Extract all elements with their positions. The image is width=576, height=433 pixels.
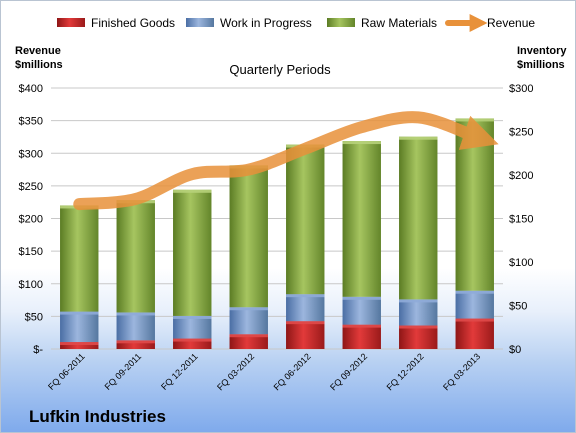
bar-raw-materials[interactable] — [455, 118, 494, 291]
bar-finished-goods[interactable] — [455, 318, 494, 349]
bar-cap-work-in-progress — [455, 290, 494, 294]
category-label: FQ 06-2011 — [46, 351, 87, 392]
left-tick-label: $400 — [19, 83, 43, 95]
bar-cap-work-in-progress — [173, 315, 212, 319]
bar-work-in-progress[interactable] — [455, 290, 494, 319]
left-axis-title-line1: Revenue — [15, 45, 61, 57]
legend-swatch-raw-materials — [327, 18, 355, 27]
category-label: FQ 12-2012 — [385, 351, 426, 392]
bar-finished-goods[interactable] — [399, 325, 438, 349]
bar-work-in-progress[interactable] — [342, 296, 381, 325]
legend-label-finished-goods: Finished Goods — [91, 16, 175, 30]
bar-cap-raw-materials — [399, 136, 438, 140]
bar-cap-raw-materials — [342, 141, 381, 145]
legend-swatch-finished-goods — [57, 18, 85, 27]
right-tick-label: $50 — [509, 301, 527, 313]
bar-finished-goods[interactable] — [286, 321, 325, 349]
left-tick-label: $250 — [19, 181, 43, 193]
bar-raw-materials[interactable] — [116, 200, 155, 313]
bar-finished-goods[interactable] — [116, 340, 155, 349]
category-labels: FQ 06-2011 FQ 09-2011 FQ 12-2011 FQ 03-2012… — [46, 351, 482, 392]
category-label: FQ 09-2011 — [103, 351, 144, 392]
bar-cap-finished-goods — [342, 324, 381, 328]
chart-title: Quarterly Periods — [229, 62, 331, 77]
left-tick-label: $100 — [19, 279, 43, 291]
right-tick-label: $0 — [509, 344, 521, 356]
bar-cap-raw-materials — [455, 118, 494, 122]
bar-cap-finished-goods — [116, 340, 155, 344]
bar-raw-materials[interactable] — [342, 141, 381, 297]
legend-label-revenue: Revenue — [487, 16, 535, 30]
legend-work-in-progress[interactable]: Work in Progress — [186, 16, 312, 30]
bar-work-in-progress[interactable] — [229, 307, 268, 335]
bar-cap-finished-goods — [399, 325, 438, 329]
bar-cap-finished-goods — [229, 334, 268, 338]
left-tick-label: $- — [33, 344, 43, 356]
bar-raw-materials[interactable] — [60, 205, 99, 312]
bar-work-in-progress[interactable] — [173, 315, 212, 339]
legend-label-work-in-progress: Work in Progress — [220, 16, 312, 30]
right-tick-label: $200 — [509, 170, 533, 182]
category-label: FQ 03-2013 — [441, 351, 482, 392]
bar-work-in-progress[interactable] — [60, 311, 99, 343]
right-tick-label: $100 — [509, 257, 533, 269]
bar-cap-work-in-progress — [229, 307, 268, 311]
bar-cap-work-in-progress — [342, 296, 381, 300]
bar-cap-finished-goods — [286, 321, 325, 325]
bar-cap-finished-goods — [455, 318, 494, 322]
bar-raw-materials[interactable] — [229, 165, 268, 308]
left-axis-title-line2: $millions — [15, 59, 63, 71]
bar-cap-finished-goods — [173, 338, 212, 342]
company-name: Lufkin Industries — [29, 407, 166, 426]
category-label: FQ 12-2011 — [159, 351, 200, 392]
bar-cap-work-in-progress — [399, 299, 438, 303]
right-axis-ticks: $0 $50 $100 $150 $200 $250 $300 — [509, 83, 533, 356]
legend-swatch-work-in-progress — [186, 18, 214, 27]
bar-raw-materials[interactable] — [286, 144, 325, 295]
revenue-series-line[interactable] — [73, 111, 499, 211]
left-tick-label: $300 — [19, 148, 43, 160]
bar-work-in-progress[interactable] — [399, 299, 438, 326]
bar-cap-work-in-progress — [116, 312, 155, 316]
legend: Finished Goods Work in Progress Raw Mate… — [57, 14, 535, 32]
right-tick-label: $150 — [509, 214, 533, 226]
category-label: FQ 03-2012 — [215, 351, 256, 392]
bar-finished-goods[interactable] — [173, 338, 212, 349]
revenue-line — [73, 111, 499, 211]
legend-raw-materials[interactable]: Raw Materials — [327, 16, 437, 30]
legend-revenue[interactable]: Revenue — [445, 14, 535, 32]
bar-cap-raw-materials — [173, 189, 212, 193]
category-label: FQ 09-2012 — [328, 351, 369, 392]
legend-finished-goods[interactable]: Finished Goods — [57, 16, 175, 30]
bar-cap-work-in-progress — [60, 311, 99, 315]
bar-raw-materials[interactable] — [399, 136, 438, 300]
right-axis-title-line2: $millions — [517, 59, 565, 71]
category-label: FQ 06-2012 — [272, 351, 313, 392]
bar-work-in-progress[interactable] — [286, 294, 325, 322]
bar-cap-work-in-progress — [286, 294, 325, 298]
bar-finished-goods[interactable] — [60, 342, 99, 349]
left-axis-ticks: $- $50 $100 $150 $200 $250 $300 $350 $400 — [19, 83, 44, 356]
bar-raw-materials[interactable] — [173, 189, 212, 316]
left-tick-label: $50 — [25, 311, 43, 323]
left-tick-label: $150 — [19, 246, 43, 258]
bar-work-in-progress[interactable] — [116, 312, 155, 341]
bar-finished-goods[interactable] — [342, 324, 381, 349]
left-tick-label: $200 — [19, 214, 43, 226]
bar-cap-finished-goods — [60, 342, 99, 346]
right-tick-label: $250 — [509, 127, 533, 139]
right-tick-label: $300 — [509, 83, 533, 95]
legend-label-raw-materials: Raw Materials — [361, 16, 437, 30]
bar-finished-goods[interactable] — [229, 334, 268, 349]
left-tick-label: $350 — [19, 116, 43, 128]
right-axis-title-line1: Inventory — [517, 45, 567, 57]
